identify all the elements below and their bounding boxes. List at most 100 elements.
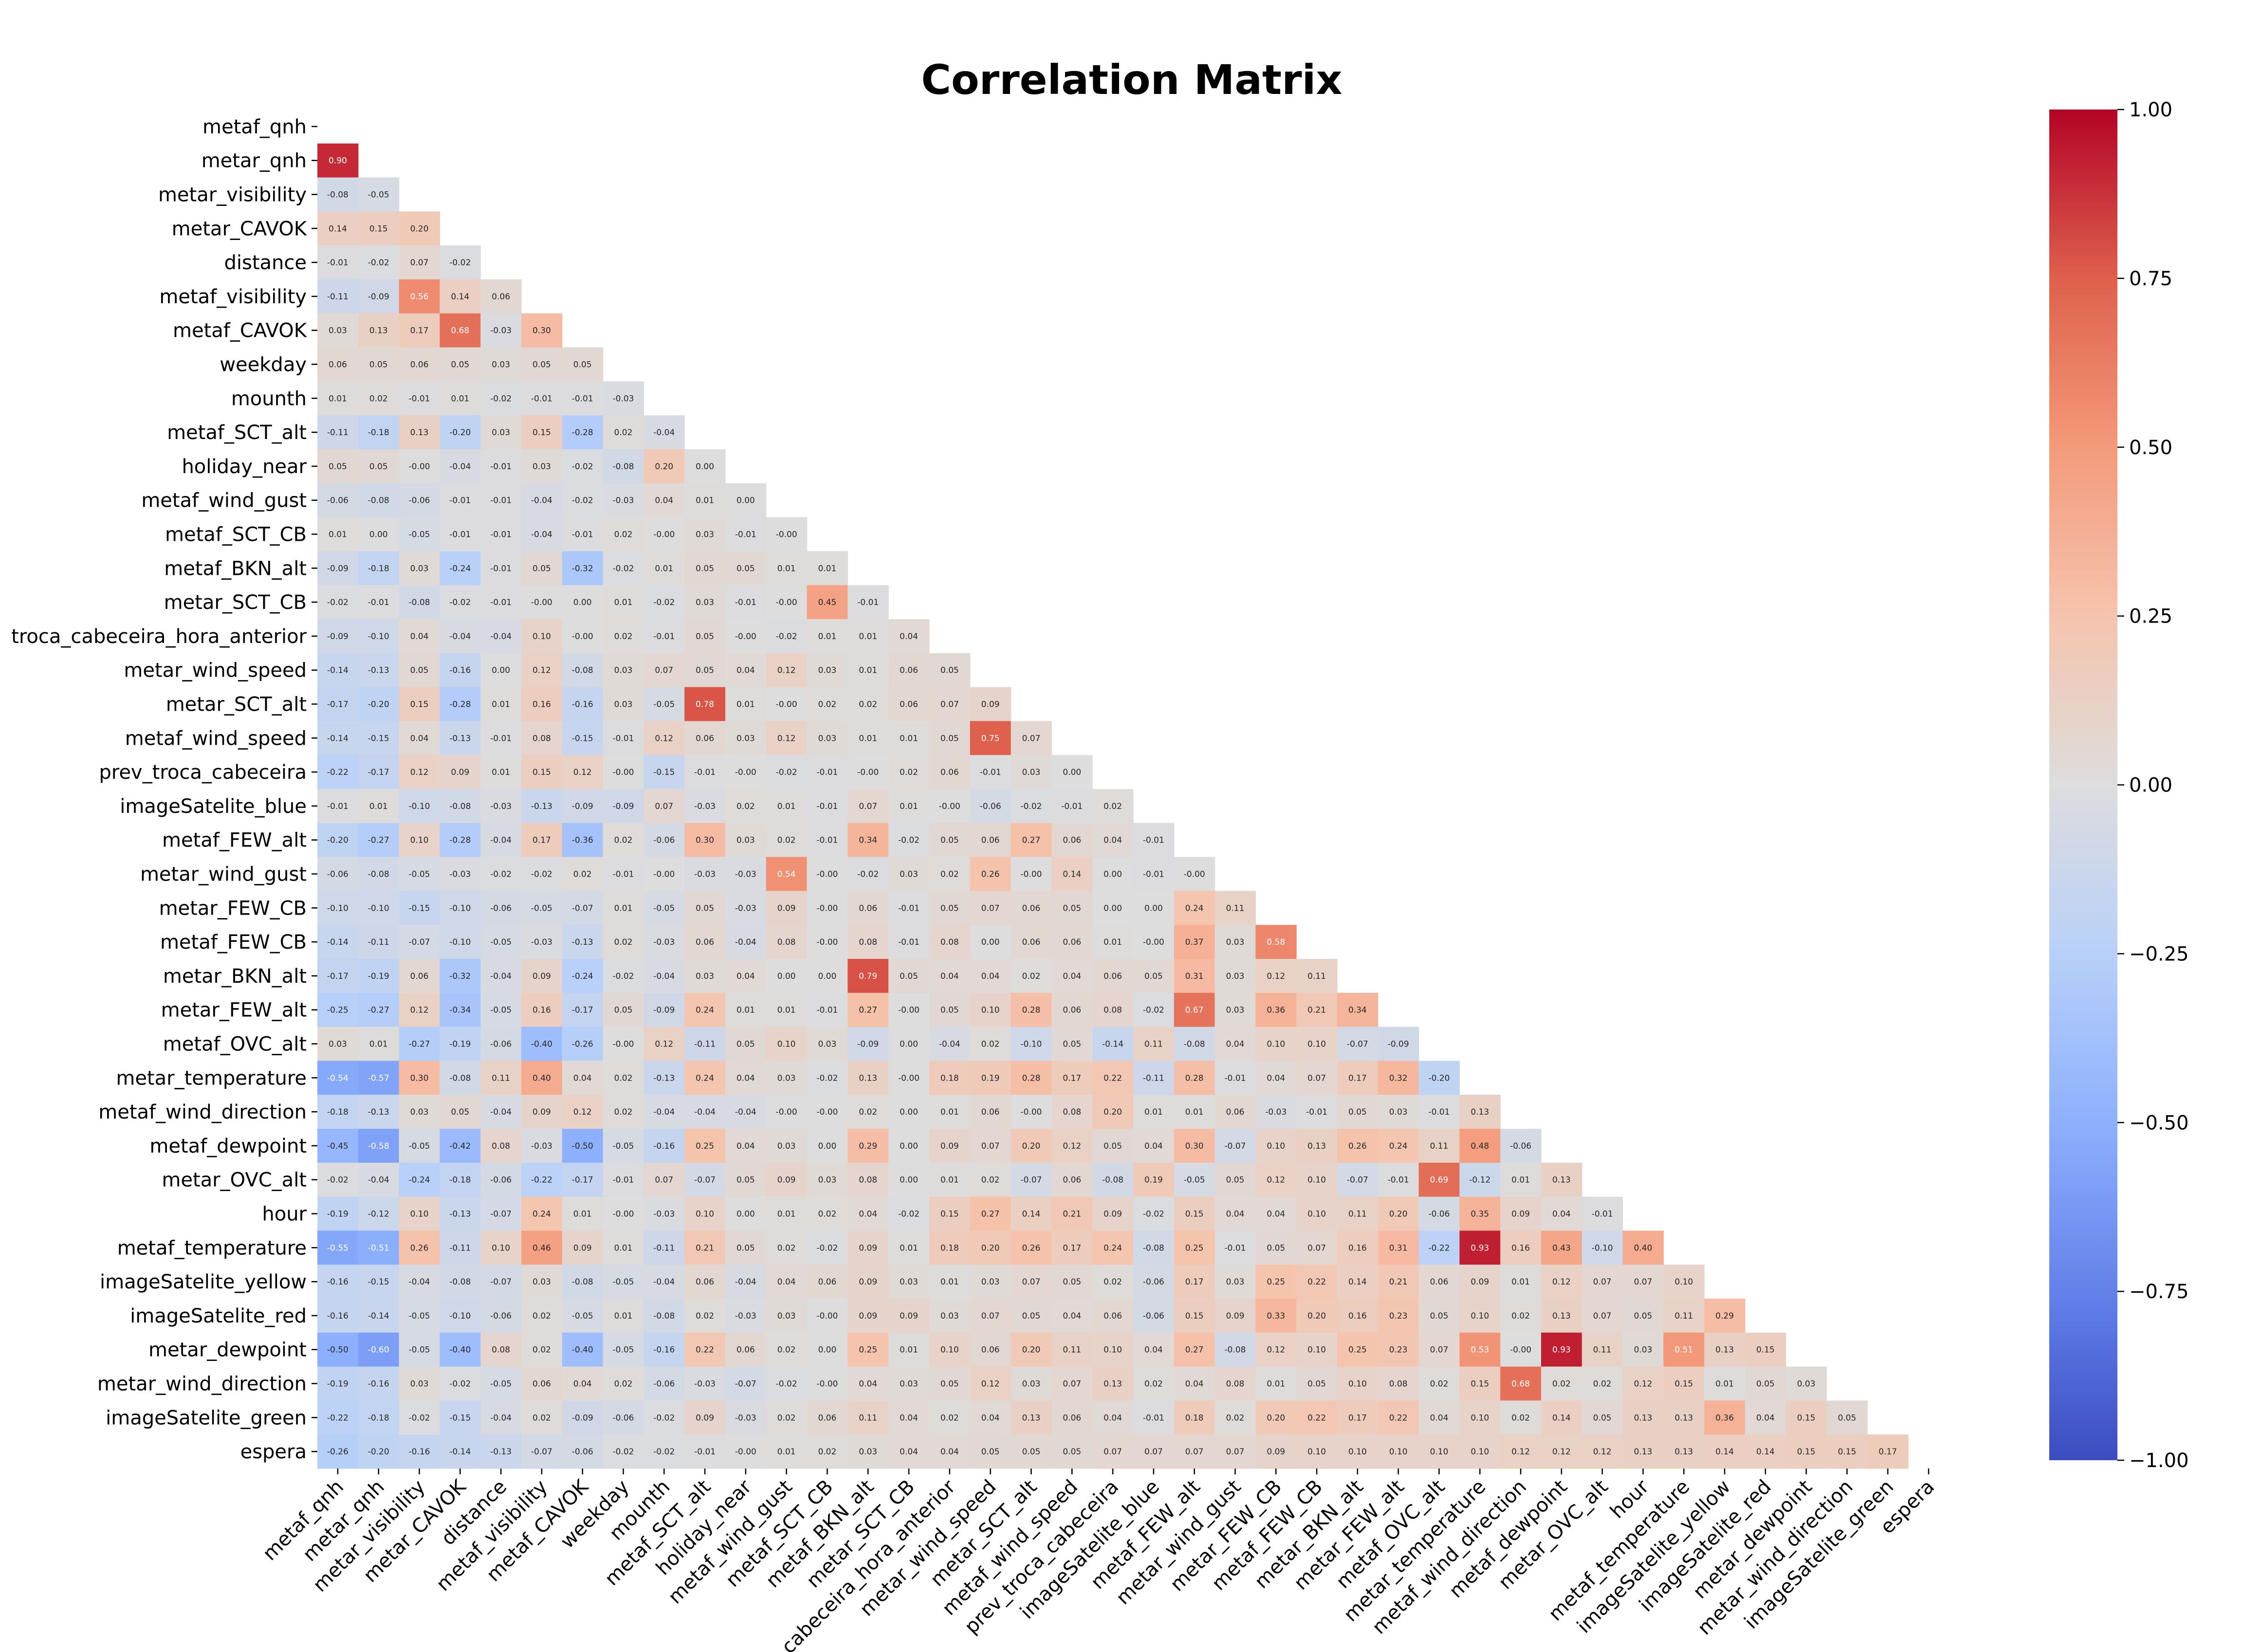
cell-value-label: -0.04: [735, 1277, 756, 1287]
cell-value-label: 0.17: [1063, 1073, 1081, 1083]
cell-value-label: 0.02: [533, 1311, 551, 1321]
cell-value-label: -0.22: [531, 1175, 552, 1185]
heatmap-cell: [1133, 891, 1175, 925]
cell-value-label: 0.08: [940, 937, 959, 947]
heatmap-cell: [399, 1434, 440, 1469]
heatmap-cell: [1541, 1332, 1582, 1367]
heatmap-cell: [1011, 925, 1052, 959]
cell-value-label: 0.02: [940, 1413, 959, 1423]
heatmap-cell: [807, 551, 848, 586]
cell-value-label: 0.10: [1471, 1413, 1489, 1423]
heatmap-cell: [399, 585, 440, 620]
cell-value-label: 0.01: [859, 734, 877, 743]
heatmap-cell: [480, 857, 522, 891]
heatmap-cell: [807, 1196, 848, 1231]
cell-value-label: 0.05: [940, 734, 959, 743]
heatmap-cell: [562, 1366, 604, 1401]
cell-value-label: -0.16: [572, 700, 593, 710]
cell-value-label: -0.14: [449, 1447, 471, 1457]
cell-value-label: -0.00: [531, 598, 552, 607]
cell-value-label: 0.02: [940, 870, 959, 880]
heatmap-cell: [1174, 1265, 1215, 1299]
cell-value-label: 0.13: [1307, 1141, 1326, 1151]
heatmap-cell: [1378, 1162, 1419, 1197]
heatmap-cell: [1255, 1265, 1297, 1299]
heatmap-cell: [521, 1366, 563, 1401]
heatmap-cell: [1051, 992, 1093, 1028]
cell-value-label: 0.28: [1022, 1073, 1041, 1083]
cell-value-label: 0.24: [1389, 1141, 1408, 1151]
heatmap-cell: [1214, 1027, 1256, 1061]
cell-value-label: -0.18: [368, 564, 389, 573]
cell-value-label: 0.08: [859, 937, 877, 947]
heatmap-cell: [480, 1332, 522, 1367]
heatmap-cell: [1745, 1434, 1786, 1469]
heatmap-cell: [766, 551, 808, 586]
cell-value-label: -0.13: [449, 734, 471, 743]
cell-value-label: 0.09: [573, 1243, 592, 1253]
heatmap-cell: [480, 449, 522, 484]
cell-value-label: 0.06: [1226, 1107, 1245, 1117]
cell-value-label: 0.13: [1552, 1175, 1571, 1185]
heatmap-cell: [1051, 1196, 1093, 1231]
cell-value-label: -0.02: [449, 598, 471, 607]
heatmap-cell: [1622, 1400, 1664, 1435]
heatmap-cell: [888, 789, 930, 824]
heatmap-cell: [399, 1129, 440, 1163]
heatmap-cell: [1296, 1129, 1338, 1163]
cell-value-label: -0.40: [531, 1040, 552, 1049]
heatmap-cell: [1011, 1434, 1052, 1469]
heatmap-cell: [1663, 1299, 1705, 1333]
cell-value-label: 0.15: [533, 428, 551, 438]
heatmap-cell: [358, 279, 400, 314]
cell-value-label: -0.01: [1306, 1107, 1327, 1117]
cell-value-label: -0.16: [653, 1141, 675, 1151]
cell-value-label: -0.01: [490, 564, 512, 573]
heatmap-cell: [684, 619, 726, 654]
heatmap-cell: [603, 992, 644, 1028]
heatmap-cell: [440, 415, 481, 450]
cell-value-label: -0.01: [572, 394, 593, 404]
heatmap-cell: [847, 823, 889, 858]
heatmap-cell: [970, 891, 1011, 925]
heatmap-cell: [562, 992, 604, 1028]
heatmap-cell: [358, 1027, 400, 1061]
cell-value-label: -0.17: [368, 768, 389, 777]
heatmap-cell: [317, 551, 359, 586]
heatmap-cell: [317, 449, 359, 484]
cell-value-label: 0.06: [981, 836, 1000, 845]
heatmap-cell: [970, 823, 1011, 858]
cell-value-label: 0.09: [777, 903, 796, 913]
heatmap-cell: [766, 1265, 808, 1299]
heatmap-cell: [603, 449, 644, 484]
heatmap-cell: [399, 959, 440, 993]
y-tick-label: metar_temperature: [116, 1067, 307, 1089]
heatmap-cell: [1051, 1366, 1093, 1401]
cell-value-label: 0.05: [940, 1379, 959, 1389]
cell-value-label: -0.08: [613, 462, 634, 472]
cell-value-label: -0.01: [409, 394, 430, 404]
cell-value-label: -0.08: [1184, 1040, 1205, 1049]
cell-value-label: 0.01: [573, 1210, 592, 1219]
heatmap-cell: [603, 653, 644, 688]
heatmap-cell: [888, 1299, 930, 1333]
heatmap-cell: [1500, 1162, 1542, 1197]
cell-value-label: 0.04: [736, 1073, 755, 1083]
cell-value-label: 0.46: [533, 1243, 551, 1253]
cell-value-label: -0.16: [449, 666, 471, 676]
heatmap-cell: [725, 653, 767, 688]
cell-value-label: 0.06: [1063, 1413, 1081, 1423]
cell-value-label: -0.09: [327, 632, 349, 642]
cell-value-label: 0.03: [410, 1379, 429, 1389]
y-tick-label: metaf_dewpoint: [149, 1135, 307, 1157]
cell-value-label: 0.03: [614, 700, 633, 710]
heatmap-cell: [358, 755, 400, 789]
heatmap-cell: [1296, 1061, 1338, 1095]
cell-value-label: 0.12: [1267, 972, 1285, 981]
heatmap-cell: [929, 1095, 971, 1129]
heatmap-cell: [1337, 1265, 1379, 1299]
heatmap-cell: [766, 1162, 808, 1197]
cell-value-label: -0.05: [490, 1006, 512, 1015]
heatmap-cell: [440, 1332, 481, 1367]
heatmap-cell: [847, 1129, 889, 1163]
